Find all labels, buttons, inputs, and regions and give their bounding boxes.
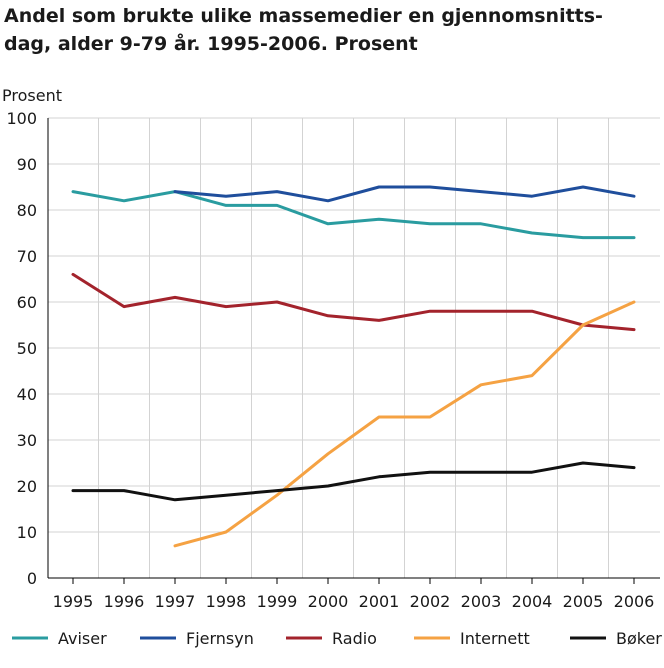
- x-tick-label: 2001: [359, 592, 400, 611]
- series-line-aviser: [71, 190, 636, 240]
- y-tick-label: 50: [17, 339, 37, 358]
- legend-label: Radio: [332, 629, 377, 648]
- x-tick-label: 1997: [155, 592, 196, 611]
- y-tick-label: 0: [27, 569, 37, 588]
- series-line-fjernsyn: [173, 185, 636, 203]
- y-tick-label: 90: [17, 155, 37, 174]
- series-lines: [71, 185, 636, 548]
- axes: 0 10 20 30 40 50 60 70 80 90 100 1995 1996 1997 1998 19…: [2, 86, 660, 611]
- legend-label: Fjernsyn: [186, 629, 254, 648]
- y-tick-label: 20: [17, 477, 37, 496]
- legend-label: Aviser: [58, 629, 107, 648]
- series-line-bøker: [71, 461, 636, 502]
- y-tick-label: 30: [17, 431, 37, 450]
- y-axis-label: Prosent: [2, 86, 62, 105]
- y-tick-label: 80: [17, 201, 37, 220]
- y-tick-label: 40: [17, 385, 37, 404]
- x-tick-label: 1996: [104, 592, 145, 611]
- x-tick-label: 2005: [563, 592, 604, 611]
- series-line-internett: [173, 300, 636, 548]
- x-tick-label: 2003: [461, 592, 502, 611]
- x-tick-label: 2004: [512, 592, 553, 611]
- y-tick-label: 70: [17, 247, 37, 266]
- chart-title: Andel som brukte ulike massemedier en gj…: [4, 5, 603, 55]
- y-tick-label: 100: [6, 109, 37, 128]
- y-tick-label: 60: [17, 293, 37, 312]
- x-tick-label: 2000: [308, 592, 349, 611]
- grid: [48, 117, 660, 578]
- legend: Aviser Fjernsyn Radio Internett Bøker: [12, 629, 662, 648]
- legend-label: Internett: [460, 629, 530, 648]
- x-tick-label: 2002: [410, 592, 451, 611]
- series-line-radio: [71, 272, 636, 332]
- y-tick-label: 10: [17, 523, 37, 542]
- x-tick-label: 2006: [614, 592, 655, 611]
- x-tick-label: 1995: [53, 592, 94, 611]
- legend-label: Bøker: [616, 629, 662, 648]
- x-tick-label: 1999: [257, 592, 298, 611]
- x-tick-label: 1998: [206, 592, 247, 611]
